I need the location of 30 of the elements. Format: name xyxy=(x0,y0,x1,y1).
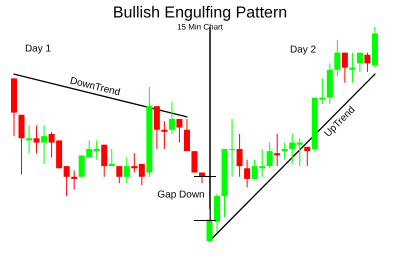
candlestick xyxy=(41,124,48,164)
candlestick xyxy=(124,157,130,184)
candlestick xyxy=(364,52,370,72)
candlestick xyxy=(101,144,108,178)
candlestick xyxy=(349,52,356,84)
candlestick xyxy=(266,142,273,169)
candlestick xyxy=(191,150,198,174)
candlestick xyxy=(176,118,182,144)
candlestick xyxy=(108,148,115,167)
annotation: Day 2 xyxy=(290,44,316,56)
candlestick xyxy=(244,159,250,188)
annotation: Day 1 xyxy=(24,44,52,54)
candlestick xyxy=(18,114,25,176)
candlestick xyxy=(168,101,175,134)
candlestick xyxy=(334,39,340,77)
candlestick xyxy=(304,146,310,167)
candlestick xyxy=(236,134,243,178)
candlestick xyxy=(342,52,348,84)
candlestick xyxy=(274,134,280,167)
candlestick xyxy=(154,106,160,150)
candlestick xyxy=(161,120,168,150)
candlestick xyxy=(26,124,32,154)
candlestick xyxy=(71,170,78,190)
candlestick xyxy=(356,52,363,72)
annotation: Gap Down xyxy=(157,190,205,200)
candlestick xyxy=(282,142,288,160)
candlestick xyxy=(34,124,40,154)
candlestick xyxy=(116,166,122,184)
candlestick xyxy=(184,118,190,152)
chart-title: Bullish Engulfing Pattern xyxy=(112,4,288,22)
